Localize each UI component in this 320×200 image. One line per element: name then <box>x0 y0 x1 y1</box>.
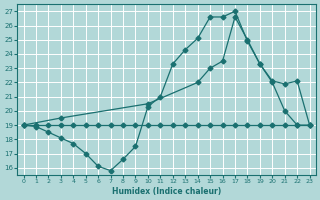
X-axis label: Humidex (Indice chaleur): Humidex (Indice chaleur) <box>112 187 221 196</box>
